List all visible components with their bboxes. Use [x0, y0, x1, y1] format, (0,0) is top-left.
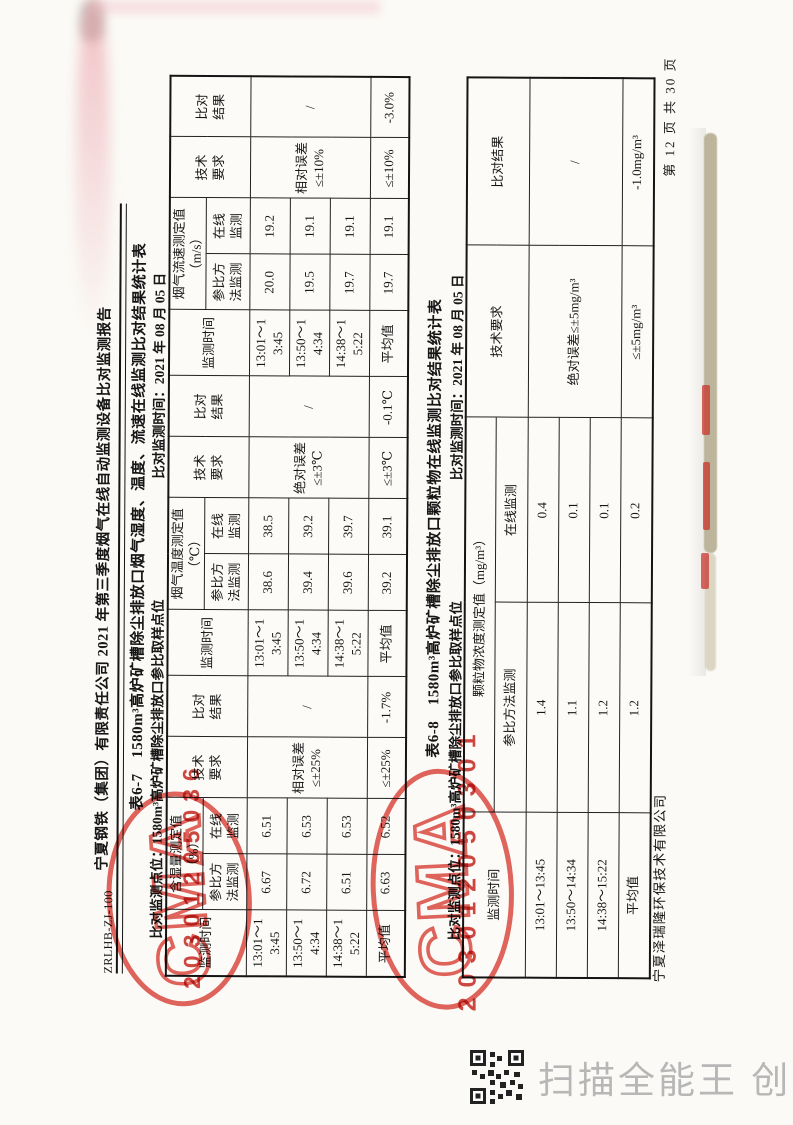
table67-date-line: 比对监测时间：2021 年 08 月 05 日: [151, 272, 168, 479]
t67-time-3-3: 14:38～15:22: [329, 310, 371, 377]
t68-tech: 绝对误差≤±5mg/m³: [527, 245, 622, 419]
t67-g3-ref-3: 19.7: [330, 254, 371, 311]
t67-h-time-3: 监测时间: [168, 309, 251, 377]
t68-cems-3: 0.1: [588, 417, 621, 604]
scan-pink-tint-top: [90, 0, 380, 14]
t67-h-ref-3: 参比方法监测: [206, 253, 251, 311]
t67-g2-ref-avg: 39.2: [368, 554, 407, 612]
watermark-text: 扫描全能王 创建: [538, 1060, 793, 1101]
t67-time-3-2: 13:50～14:34: [289, 310, 331, 377]
t68-ref-3: 1.2: [587, 603, 620, 814]
svg-text:CMA: CMA: [135, 808, 226, 989]
t67-g2-result-avg: -0.1℃: [369, 376, 408, 439]
t67-h-group-3: 烟气流速测定值（m/s）: [169, 197, 207, 310]
t67-time-2-3: 14:38～15:22: [328, 610, 369, 677]
t68-row-1: 13:01～13:45 1.4 0.4 绝对误差≤±5mg/m³ /: [524, 77, 623, 978]
t67-h-tech-3: 技术要求: [169, 136, 251, 199]
t67-g2-cems-avg: 39.1: [368, 498, 408, 556]
t68-ref-2: 1.1: [556, 602, 589, 814]
red-ink-fragment-3: [701, 553, 709, 589]
t67-g2-ref-1: 38.6: [248, 554, 289, 611]
t67-g3-tech-avg: ≤±10%: [370, 137, 409, 200]
table68-date-line: 比对监测时间：2021 年 08 月 05 日: [449, 274, 466, 481]
t67-time-2-2: 13:50～14:34: [288, 610, 329, 677]
t67-h-group-2: 烟气温度测定值（℃）: [167, 497, 206, 610]
t67-time-1-2: 13:50～14:34: [286, 910, 327, 977]
t67-h-cems-3: 在线监测: [206, 197, 251, 255]
red-ink-fragment-1: [702, 385, 710, 435]
t67-g1-ref-3: 6.51: [326, 854, 368, 911]
t67-g3-tech: 相对误差≤±10%: [250, 137, 371, 199]
t67-h-result-3: 比对结果: [170, 75, 252, 138]
t67-g2-cems-1: 38.5: [248, 498, 290, 555]
t67-h-result-1: 比对结果: [167, 675, 249, 738]
t67-avg-label-3: 平均值: [369, 310, 409, 378]
t68-cems-2: 0.1: [557, 417, 590, 604]
cma-stamp-67: CMA: [106, 791, 252, 1007]
t68-time-2: 13:50～14:34: [555, 812, 588, 979]
t67-g2-result: /: [249, 376, 370, 438]
t67-h-time-2: 监测时间: [167, 609, 249, 677]
t67-h-result-2: 比对结果: [168, 375, 250, 438]
t67-row-2: 13:50～14:34 6.72 6.53 13:50～14:34 39.4 3…: [286, 76, 332, 977]
scanner-watermark: 扫描全能王 创建: [470, 1050, 793, 1104]
t67-h-cems-2: 在线监测: [204, 497, 250, 555]
t67-g1-result: /: [247, 676, 369, 738]
t67-g3-result-avg: -3.0%: [370, 76, 410, 139]
paper-edge-shadow: [688, 128, 706, 676]
red-ink-fragment-2: [703, 462, 710, 530]
t68-result: /: [528, 77, 623, 247]
t67-g2-cems-3: 39.7: [328, 498, 370, 555]
t67-g1-result-avg: -1.7%: [367, 676, 407, 739]
t67-g1-ref-2: 6.72: [286, 854, 328, 911]
t68-ref-avg: 1.2: [618, 603, 652, 814]
t67-g2-tech-avg: ≤±3℃: [369, 437, 408, 500]
t67-g3-cems-avg: 19.1: [370, 198, 409, 256]
t68-result-avg: -1.0mg/m³: [621, 78, 655, 247]
t67-g3-cems-2: 19.1: [290, 198, 331, 255]
t67-g1-cems-2: 6.53: [287, 798, 328, 855]
camscanner-qr-icon: [470, 1050, 524, 1104]
t68-cems-1: 0.4: [526, 417, 559, 603]
scan-pink-tint-left: [76, 0, 110, 340]
t68-time-1: 13:01～13:45: [524, 812, 557, 978]
paper-edge-strip-lower: [705, 553, 716, 671]
t67-h-tech-2: 技术要求: [168, 436, 250, 499]
t67-g3-cems-3: 19.1: [330, 198, 371, 255]
t68-h-tech: 技术要求: [465, 245, 529, 418]
paper-edge-strip: [704, 133, 717, 553]
t67-g2-ref-3: 39.6: [328, 554, 369, 611]
t67-time-3-1: 13:01～13:45: [249, 310, 291, 377]
t67-g1-tech: 相对误差≤±25%: [247, 737, 368, 799]
t67-g3-ref-1: 20.0: [250, 254, 291, 311]
footer-company: 宁夏泽瑞隆环保技术有限公司: [651, 793, 668, 983]
t67-time-2-1: 13:01～13:45: [248, 610, 289, 677]
cma-stamp-68: CMA: [370, 768, 514, 1010]
svg-text:CMA: CMA: [399, 799, 487, 979]
t67-g2-ref-2: 39.4: [288, 554, 329, 611]
t67-g2-cems-2: 39.2: [288, 498, 330, 555]
footer-page-number: 第 12 页 共 30 页: [662, 56, 678, 177]
t67-h-ref-2: 参比方法监测: [204, 553, 249, 611]
t68-avg-label: 平均值: [617, 813, 651, 979]
t68-h-cems: 在线监测: [494, 417, 528, 603]
t68-tech-avg: ≤±5mg/m³: [620, 246, 654, 419]
t67-g3-result: /: [250, 76, 372, 138]
t68-time-3: 14:38～15:22: [586, 813, 619, 979]
t67-g2-tech: 绝对误差≤±3℃: [249, 437, 370, 499]
t67-g3-ref-2: 19.5: [290, 254, 331, 311]
t68-ref-1: 1.4: [525, 602, 558, 813]
t67-g3-ref-avg: 19.7: [370, 254, 409, 312]
t67-avg-label-2: 平均值: [368, 610, 407, 678]
t68-h-result: 比对结果: [466, 77, 530, 246]
t67-g3-cems-1: 19.2: [250, 198, 291, 255]
t68-cems-avg: 0.2: [619, 418, 653, 604]
t67-time-1-3: 14:38～15:22: [326, 910, 367, 977]
